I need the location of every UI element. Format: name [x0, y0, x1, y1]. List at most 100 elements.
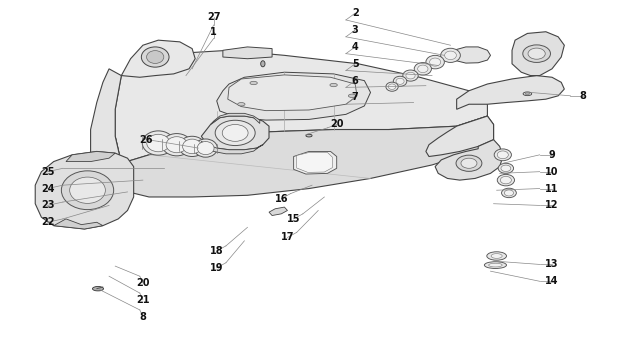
Ellipse shape — [497, 151, 509, 159]
Polygon shape — [35, 151, 133, 229]
Text: 18: 18 — [210, 246, 224, 256]
Ellipse shape — [523, 45, 551, 63]
Ellipse shape — [501, 176, 512, 184]
Ellipse shape — [142, 47, 169, 67]
Ellipse shape — [456, 155, 482, 171]
Ellipse shape — [349, 94, 356, 98]
Polygon shape — [54, 219, 103, 229]
Polygon shape — [121, 116, 494, 197]
Ellipse shape — [238, 103, 245, 106]
Polygon shape — [85, 163, 109, 190]
Text: 7: 7 — [352, 92, 358, 102]
Polygon shape — [201, 141, 263, 154]
Ellipse shape — [403, 70, 418, 81]
Text: 21: 21 — [136, 295, 150, 305]
Polygon shape — [228, 75, 357, 110]
Text: 10: 10 — [545, 167, 559, 177]
Polygon shape — [115, 50, 488, 163]
Ellipse shape — [498, 163, 514, 173]
Text: 15: 15 — [287, 214, 300, 224]
Text: 23: 23 — [41, 200, 54, 210]
Polygon shape — [66, 151, 115, 162]
Ellipse shape — [418, 65, 428, 72]
Ellipse shape — [70, 177, 105, 203]
Polygon shape — [109, 130, 121, 190]
Ellipse shape — [146, 51, 164, 64]
Ellipse shape — [525, 93, 530, 95]
Ellipse shape — [504, 190, 514, 196]
Polygon shape — [297, 152, 332, 172]
Text: 4: 4 — [352, 42, 358, 52]
Ellipse shape — [426, 55, 444, 69]
Ellipse shape — [222, 124, 248, 141]
Text: 5: 5 — [352, 59, 358, 69]
Ellipse shape — [197, 141, 214, 155]
Polygon shape — [269, 207, 287, 216]
Ellipse shape — [461, 158, 477, 168]
Text: 19: 19 — [210, 263, 224, 273]
Ellipse shape — [250, 81, 257, 85]
Polygon shape — [91, 69, 121, 190]
Polygon shape — [435, 140, 503, 180]
Text: 17: 17 — [281, 233, 294, 242]
Polygon shape — [457, 75, 564, 109]
Polygon shape — [294, 151, 337, 174]
Polygon shape — [426, 116, 494, 156]
Ellipse shape — [441, 48, 460, 63]
Ellipse shape — [261, 61, 265, 67]
Ellipse shape — [430, 58, 441, 66]
Text: 13: 13 — [545, 259, 559, 269]
Text: 26: 26 — [139, 135, 153, 144]
Ellipse shape — [494, 149, 512, 161]
Polygon shape — [211, 113, 260, 124]
Ellipse shape — [497, 174, 514, 186]
Ellipse shape — [162, 134, 192, 156]
Polygon shape — [121, 40, 195, 77]
Text: 2: 2 — [352, 8, 358, 18]
Text: 27: 27 — [207, 12, 221, 21]
Ellipse shape — [179, 136, 205, 156]
Polygon shape — [449, 47, 491, 63]
Ellipse shape — [194, 139, 218, 157]
Text: 20: 20 — [330, 119, 344, 130]
Text: 20: 20 — [136, 278, 150, 288]
Ellipse shape — [485, 262, 507, 269]
Ellipse shape — [306, 134, 312, 137]
Ellipse shape — [528, 48, 545, 59]
Ellipse shape — [386, 82, 398, 91]
Ellipse shape — [396, 78, 404, 84]
Text: 24: 24 — [41, 184, 54, 193]
Ellipse shape — [444, 51, 457, 60]
Ellipse shape — [502, 188, 516, 198]
Ellipse shape — [330, 83, 337, 87]
Ellipse shape — [393, 76, 407, 86]
Ellipse shape — [491, 254, 502, 258]
Polygon shape — [512, 32, 564, 75]
Text: 22: 22 — [41, 217, 54, 227]
Text: 3: 3 — [352, 25, 358, 35]
Text: 11: 11 — [545, 184, 559, 193]
Ellipse shape — [146, 134, 170, 152]
Ellipse shape — [523, 92, 531, 96]
Ellipse shape — [489, 263, 502, 267]
Text: 8: 8 — [140, 312, 146, 322]
Ellipse shape — [166, 137, 187, 153]
Text: 9: 9 — [549, 150, 556, 160]
Polygon shape — [201, 116, 269, 150]
Ellipse shape — [487, 252, 507, 260]
Ellipse shape — [406, 72, 415, 79]
Ellipse shape — [414, 63, 431, 75]
Text: 25: 25 — [41, 167, 54, 177]
Ellipse shape — [501, 165, 511, 171]
Ellipse shape — [388, 84, 396, 89]
Ellipse shape — [93, 287, 104, 291]
Text: 16: 16 — [274, 194, 288, 204]
Text: 12: 12 — [545, 200, 559, 210]
Text: 1: 1 — [210, 27, 217, 37]
Polygon shape — [223, 47, 272, 59]
Text: 14: 14 — [545, 276, 559, 286]
Ellipse shape — [142, 131, 174, 155]
Ellipse shape — [215, 120, 255, 146]
Polygon shape — [217, 72, 371, 120]
Text: 6: 6 — [352, 75, 358, 86]
